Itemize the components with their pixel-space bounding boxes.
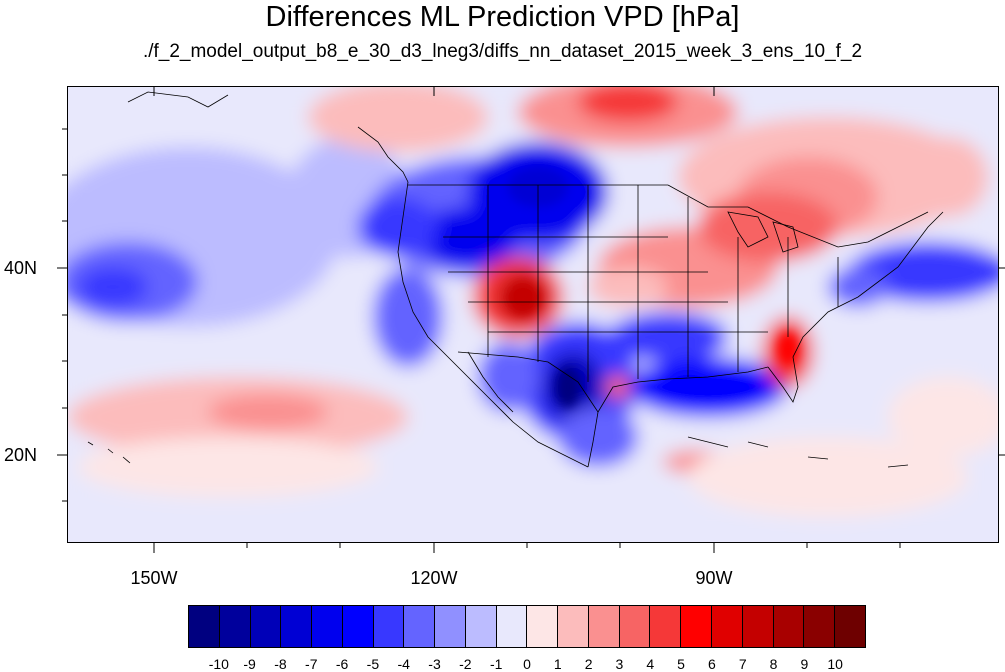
- colorbar-box-9: [465, 606, 497, 647]
- colorbar-label: -8: [274, 656, 287, 672]
- plot-title: Differences ML Prediction VPD [hPa]: [265, 1, 740, 33]
- colorbar-label: -5: [366, 656, 380, 672]
- colorbar-label: 8: [769, 656, 778, 672]
- colorbar-label: 5: [677, 656, 685, 672]
- colorbar-box-20: [804, 606, 836, 647]
- colorbar-box-12: [558, 606, 589, 647]
- colorbar-label: -10: [208, 656, 229, 672]
- colorbar-label: -2: [459, 656, 472, 672]
- colorbar-box-1: [219, 606, 251, 647]
- colorbar-label: 6: [708, 656, 716, 672]
- colorbar-box-11: [527, 606, 559, 647]
- colorbar-label: 2: [584, 656, 593, 672]
- colorbar-label: 9: [800, 656, 809, 672]
- colorbar-box-7: [404, 606, 436, 647]
- colorbar-box-8: [435, 606, 466, 647]
- colorbar-labels: -10 -9 -8 -7 -6 -5 -4 -3 -2 -1 0 1 2 3 4 5 6 7 8 9 10: [0, 656, 1005, 672]
- colorbar-box-13: [588, 606, 620, 647]
- vpd-field-blobs: [68, 87, 998, 542]
- colorbar-label: -9: [243, 656, 256, 672]
- colorbar-box-10: [496, 606, 528, 647]
- colorbar-box-18: [742, 606, 774, 647]
- colorbar-label: -6: [335, 656, 349, 672]
- colorbar-box-15: [650, 606, 682, 647]
- colorbar-label: -7: [305, 656, 318, 672]
- colorbar-box-2: [250, 606, 282, 647]
- colorbar-label: 10: [827, 656, 843, 672]
- colorbar-box-3: [281, 606, 313, 647]
- colorbar-label: 3: [615, 656, 624, 672]
- colorbar-label: -4: [397, 656, 410, 672]
- vpd-difference-map: [68, 87, 998, 542]
- colorbar-box-0: [189, 606, 220, 647]
- coastlines-and-borders: [87, 91, 944, 468]
- colorbar-box-16: [681, 606, 713, 647]
- colorbar-box-21: [835, 606, 865, 647]
- colorbar-box-6: [373, 606, 405, 647]
- lon-label-150w: 150W: [130, 568, 178, 588]
- colorbar: [188, 605, 866, 648]
- plot-subtitle: ./f_2_model_output_b8_e_30_d3_lneg3/diff…: [142, 41, 863, 62]
- lat-label-20n: 20N: [4, 445, 38, 465]
- colorbar-label: 1: [553, 656, 562, 672]
- colorbar-box-19: [773, 606, 805, 647]
- colorbar-box-5: [342, 606, 374, 647]
- colorbar-label: -3: [428, 656, 441, 672]
- colorbar-label: -1: [489, 656, 503, 672]
- lat-label-40n: 40N: [4, 258, 38, 278]
- colorbar-label: 4: [646, 656, 655, 672]
- colorbar-box-14: [619, 606, 651, 647]
- colorbar-box-17: [712, 606, 743, 647]
- lon-label-90w: 90W: [695, 568, 733, 588]
- map-panel: [67, 86, 999, 543]
- colorbar-label: 0: [523, 656, 531, 672]
- colorbar-box-4: [312, 606, 343, 647]
- lon-label-120w: 120W: [410, 568, 458, 588]
- colorbar-label: 7: [738, 656, 747, 672]
